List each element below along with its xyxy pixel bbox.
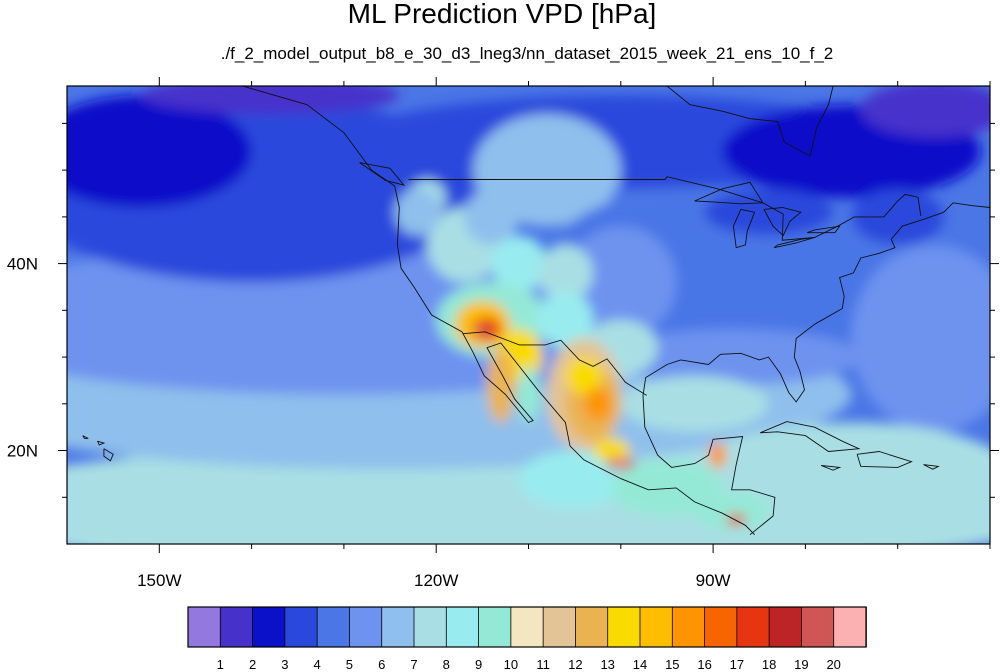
vpd-region-yucatan [709, 442, 726, 469]
coastline-vancouver-island [359, 162, 406, 186]
colorbar-label: 5 [346, 657, 353, 672]
colorbar-swatch [575, 606, 609, 648]
coastline-lake-ontario [807, 225, 841, 234]
coastline-north-america-west-coast [242, 86, 755, 536]
coastline-lake-huron [763, 207, 802, 237]
vpd-region-central-america [694, 492, 769, 530]
coastline-hawaii-big-island [103, 448, 114, 462]
colorbar-swatch [639, 606, 674, 648]
coastline-hispaniola [856, 451, 913, 468]
vpd-region-great-plains [565, 226, 677, 339]
coastline-cuba [760, 421, 861, 452]
vpd-region-colorado [537, 244, 594, 301]
vpd-region-balsas-core [613, 459, 629, 467]
coastline-hawaii-maui [97, 440, 106, 446]
vpd-region-gulf-of-california [517, 366, 540, 423]
colorbar-swatch [219, 606, 254, 648]
colorbar-swatch [607, 606, 641, 648]
colorbar-label: 2 [249, 657, 256, 672]
colorbar-swatch [801, 606, 835, 648]
colorbar-swatch [478, 606, 512, 648]
vpd-region-pac-nw [394, 188, 441, 236]
vpd-region-west-mexico-coast [519, 450, 631, 507]
x-tick-label: 120W [414, 571, 458, 590]
vpd-region-canada-nw-corner [140, 86, 400, 114]
chart-title: ML Prediction VPD [hPa] [348, 0, 657, 29]
vpd-region-baja [487, 347, 515, 423]
colorbar-swatch [413, 606, 448, 648]
colorbar-swatch [704, 606, 738, 648]
coastline-newfoundland-edge [989, 160, 990, 194]
x-tick-label: 90W [696, 571, 731, 590]
vpd-region-hudson-corner [860, 86, 990, 138]
field-blobs [67, 86, 990, 544]
colorbar-label: 7 [410, 657, 417, 672]
coastline-hudson-bay-edge [666, 86, 834, 157]
y-tick-label: 40N [7, 255, 38, 274]
colorbar-swatch [252, 606, 286, 648]
axis-ticks: 150W 120W 90W 40N 20N [7, 77, 999, 590]
colorbar-label: 1 [217, 657, 224, 672]
colorbar-swatch [284, 606, 318, 648]
colorbar-label: 9 [475, 657, 482, 672]
colorbar-label: 12 [568, 657, 582, 672]
colorbar-label: 8 [443, 657, 450, 672]
coastline-lake-erie [773, 236, 815, 249]
colorbar-label: 17 [730, 657, 744, 672]
colorbar-swatch [445, 606, 480, 648]
vpd-region-great-lakes [703, 188, 834, 236]
vpd-region-new-mexico [537, 291, 594, 348]
colorbar-swatch [671, 606, 706, 648]
colorbar-swatch [510, 606, 544, 648]
colorbar-label: 10 [504, 657, 518, 672]
coastline-jamaica [820, 465, 842, 471]
colorbar-swatch [187, 606, 222, 648]
colorbar-label: 6 [378, 657, 385, 672]
coastline-lake-superior [694, 181, 764, 205]
coastline-gulf-and-atlantic-coast [642, 202, 990, 536]
colorbar-label: 16 [697, 657, 711, 672]
colorbar-swatch [768, 606, 803, 648]
colorbar-label: 3 [281, 657, 288, 672]
coastline-puerto-rico [923, 464, 940, 470]
map-plot-area: 150W 120W 90W 40N 20N [7, 77, 999, 590]
vpd-region-utah [491, 235, 547, 292]
coastline-lake-michigan [732, 208, 756, 249]
vpd-region-gulf-coast [602, 329, 861, 386]
colorbar-swatch [349, 606, 383, 648]
colorbar-label: 20 [826, 657, 840, 672]
coastline-hawaii-oahu [82, 435, 89, 439]
vpd-filled-contours [67, 86, 990, 544]
colorbar-label: 11 [536, 657, 550, 672]
coastline-us-mexico-border [462, 331, 647, 396]
colorbar-frame [187, 606, 867, 648]
colorbar-swatch [381, 606, 415, 648]
y-tick-label: 20N [7, 442, 38, 461]
x-tick-label: 150W [137, 571, 181, 590]
vpd-region-zacatecas [583, 387, 612, 421]
vpd-region-ocean-nw [67, 95, 252, 208]
colorbar-swatch [542, 606, 577, 648]
colorbar-swatch [833, 606, 867, 648]
colorbar-label: 19 [794, 657, 808, 672]
vpd-region-idaho [463, 188, 520, 245]
coastlines [82, 86, 990, 536]
colorbar-label: 14 [633, 657, 647, 672]
colorbar-swatch [736, 606, 770, 648]
vpd-region-central-mexico [593, 438, 631, 463]
chart-subtitle: ./f_2_model_output_b8_e_30_d3_lneg3/nn_d… [221, 44, 834, 63]
colorbar-label: 4 [313, 657, 320, 672]
vpd-region-atlantic [851, 244, 990, 432]
colorbar-swatch [316, 606, 351, 648]
colorbar-label: 15 [665, 657, 679, 672]
vpd-region-gulf-of-mexico [620, 375, 769, 432]
colorbar-label: 18 [762, 657, 776, 672]
colorbar: 1 2 3 4 5 6 7 8 9 10 11 12 13 14 15 16 17 18 19 20 [187, 606, 867, 672]
vpd-region-new-england [851, 188, 944, 245]
colorbar-label: 13 [600, 657, 614, 672]
